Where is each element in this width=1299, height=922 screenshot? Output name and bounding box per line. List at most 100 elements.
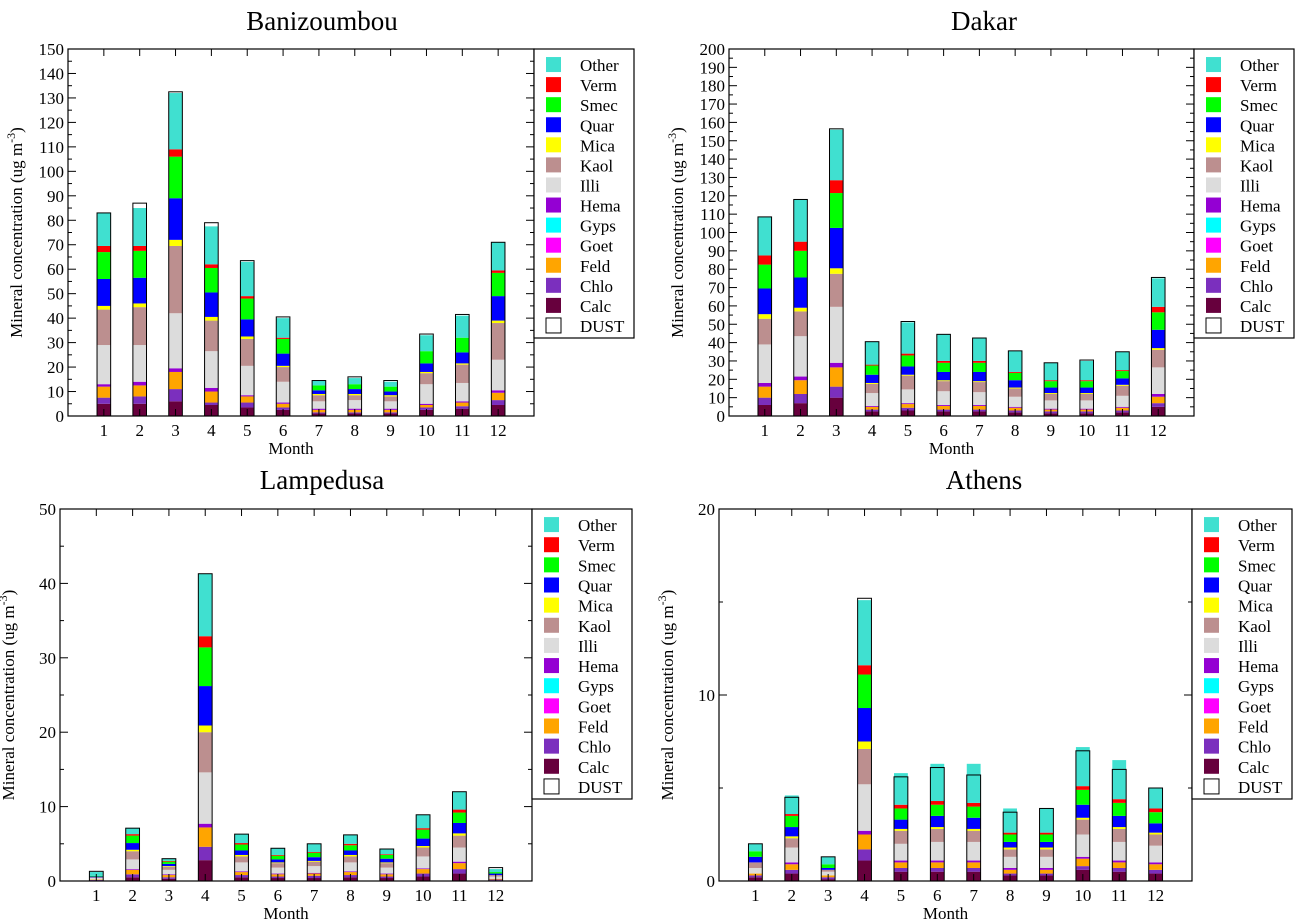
bar-segment-illi (416, 856, 430, 869)
bar-segment-smec (204, 267, 219, 293)
bar-segment-kaol (383, 396, 398, 402)
y-axis-label: Mineral concentration (ug m-3) (655, 590, 677, 801)
bar-segment-verm (276, 337, 290, 339)
bar-segment-mica (455, 363, 470, 365)
legend-swatch-dust (545, 317, 562, 334)
bar-segment-kaol (972, 382, 987, 393)
bar-segment-smec (455, 337, 470, 353)
bar-segment-smec (198, 647, 213, 687)
bar-segment-hema (132, 381, 147, 386)
legend-swatch-dust (1203, 778, 1220, 795)
bar-segment-illi (240, 365, 255, 396)
bar-segment-other (270, 848, 285, 855)
bar-segment-hema (757, 382, 772, 387)
bar-segment-chlo (1151, 403, 1166, 407)
bar-segment-quar (972, 371, 987, 382)
bar-segment-feld (857, 834, 872, 850)
bar-segment-other (125, 828, 140, 835)
legend-label-mica: Mica (578, 597, 613, 616)
y-tick-label: 60 (47, 260, 64, 279)
legend-swatch-kaol (546, 157, 561, 173)
bar-segment-feld (455, 402, 470, 407)
bar-segment-hema (234, 871, 249, 873)
bar-segment-other (343, 834, 358, 844)
bar-segment-chlo (97, 397, 111, 404)
y-tick-label: 70 (47, 236, 64, 255)
legend-swatch-verm (1204, 537, 1219, 553)
bar-segment-other (383, 381, 398, 387)
bar-segment-other (793, 199, 808, 242)
bar-segment-illi (132, 345, 147, 382)
bar-segment-quar (784, 827, 799, 837)
bar-segment-smec (1079, 381, 1094, 388)
bar-segment-kaol (1112, 828, 1127, 842)
legend-swatch-feld (1204, 718, 1219, 734)
x-tick-label: 7 (315, 421, 324, 440)
bar-segment-illi (312, 401, 326, 409)
bar-segment-smec (936, 362, 951, 372)
bar-segment-smec (829, 193, 844, 228)
bar-segment-mica (97, 305, 111, 310)
bar-segment-kaol (1075, 819, 1090, 835)
bar-segment-kaol (936, 381, 951, 392)
bar-segment-mica (966, 828, 981, 831)
bar-segment-mica (240, 336, 255, 339)
bar-segment-mica (1079, 393, 1094, 394)
bar-segment-illi (1079, 400, 1094, 409)
bar-segment-quar (491, 296, 505, 321)
bar-segment-smec (162, 861, 176, 864)
y-tick-label: 170 (700, 95, 726, 114)
bar-segment-hema (901, 403, 915, 405)
bar-segment-feld (491, 392, 505, 401)
y-tick-label: 30 (47, 334, 64, 353)
bar-segment-feld (97, 386, 111, 398)
bar-segment-kaol (198, 732, 213, 773)
legend-swatch-hema (1206, 197, 1221, 213)
bar-segment-smec (383, 386, 398, 392)
legend-label-smec: Smec (1238, 556, 1276, 575)
bar-segment-illi (930, 841, 945, 861)
legend-label-illi: Illi (1240, 176, 1260, 195)
x-tick-label: 12 (487, 886, 504, 905)
y-tick-label: 50 (39, 500, 56, 519)
bar-segment-smec (972, 362, 987, 372)
bar-segment-mica (347, 393, 362, 396)
bar-segment-feld (204, 391, 219, 403)
bar-segment-kaol (125, 851, 140, 860)
legend-swatch-calc (546, 297, 561, 313)
legend-label-calc: Calc (1238, 758, 1270, 777)
bar-segment-chlo (455, 406, 470, 409)
legend-swatch-dust (1205, 317, 1222, 334)
legend-label-mica: Mica (1238, 597, 1273, 616)
bar-segment-chlo (491, 400, 505, 405)
bar-segment-quar (276, 353, 290, 366)
legend-swatch-illi (546, 177, 561, 193)
bar-segment-illi (1044, 400, 1058, 409)
bar-segment-other (132, 208, 147, 246)
bar-segment-mica (1039, 847, 1054, 850)
bar-segment-kaol (793, 311, 808, 337)
y-tick-label: 110 (700, 205, 725, 224)
legend-swatch-other (544, 517, 559, 533)
chart-title: Dakar (951, 6, 1017, 36)
bar-segment-quar (97, 278, 111, 306)
x-tick-label: 2 (135, 421, 144, 440)
x-tick-label: 11 (454, 421, 470, 440)
y-tick-label: 10 (698, 686, 715, 705)
legend-label-illi: Illi (580, 176, 600, 195)
bar-segment-smec (270, 855, 285, 860)
bar-segment-illi (894, 843, 908, 861)
y-tick-label: 10 (708, 389, 725, 408)
legend-label-hema: Hema (1238, 657, 1279, 676)
bar-segment-other (1003, 808, 1017, 833)
bar-segment-chlo (757, 397, 772, 405)
legend-label-smec: Smec (1240, 96, 1278, 115)
y-axis-label: Mineral concentration (ug m-3) (0, 590, 18, 801)
bar-segment-smec (234, 844, 249, 851)
bar-segment-chlo (204, 402, 219, 405)
bar-segment-quar (1075, 804, 1090, 818)
